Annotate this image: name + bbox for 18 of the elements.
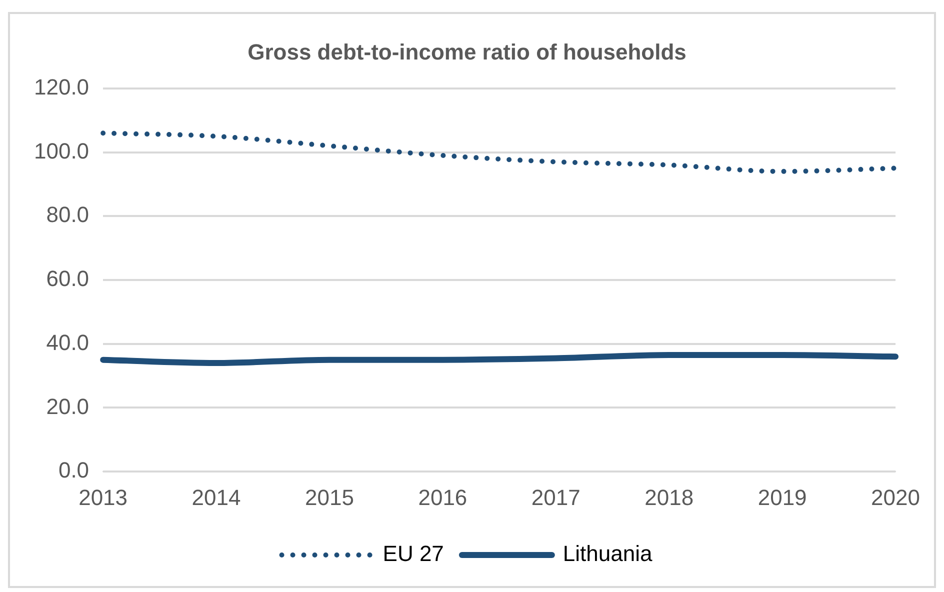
x-tick-label: 2020 [871, 484, 920, 510]
y-tick-label: 80.0 [46, 202, 90, 228]
y-tick-label: 120.0 [34, 74, 90, 100]
x-tick-label: 2015 [305, 484, 354, 510]
legend-label: EU 27 [382, 541, 444, 566]
x-tick-label: 2017 [531, 484, 580, 510]
x-tick-label: 2018 [644, 484, 694, 510]
x-tick-label: 2014 [192, 484, 241, 510]
y-tick-label: 0.0 [58, 458, 90, 483]
x-tick-label: 2013 [78, 484, 128, 510]
x-tick-label: 2016 [418, 484, 468, 510]
y-tick-label: 60.0 [46, 266, 90, 292]
y-tick-label: 40.0 [46, 330, 90, 355]
legend-label: Lithuania [562, 541, 653, 566]
chart-title: Gross debt-to-income ratio of households [248, 39, 686, 64]
x-tick-label: 2019 [758, 484, 807, 510]
y-tick-label: 100.0 [34, 138, 90, 164]
y-tick-label: 20.0 [46, 394, 90, 419]
